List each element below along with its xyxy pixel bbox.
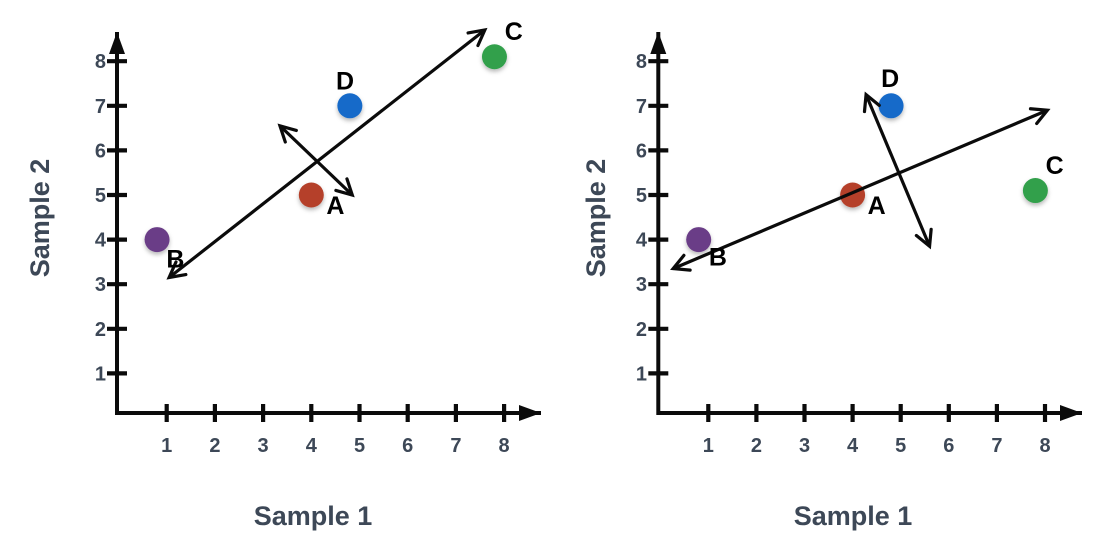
data-point-B [144,227,170,253]
data-point-B [686,227,712,253]
x-tick-label: 5 [895,435,906,457]
left-scatter-panel: 1 2 3 4 5 6 7 8 1 2 3 4 5 6 7 8 A B C D Sample 1 Sample 2 [25,18,541,531]
y-tick-label: 6 [636,140,647,162]
x-tick-label: 4 [306,435,318,457]
long-diagonal-arrow [166,27,488,280]
y-tick-label: 8 [95,51,106,73]
x-tick-label: 1 [703,435,714,457]
x-tick-label: 2 [751,435,762,457]
x-tick-label: 5 [354,435,365,457]
x-tick-label: 7 [450,435,461,457]
point-label-C: C [505,18,523,46]
short-perpendicular-arrow [277,123,355,198]
x-tick-label: 3 [258,435,269,457]
x-axis-title: Sample 1 [794,501,913,531]
data-point-C [1022,178,1048,204]
y-tick-label: 3 [636,274,647,296]
x-tick-label: 8 [1039,435,1050,457]
point-label-C: C [1046,152,1064,180]
x-tick-label: 3 [799,435,810,457]
point-label-A: A [868,192,886,220]
short-perpendicular-arrow [862,91,933,250]
x-tick-label: 6 [943,435,954,457]
y-tick-label: 8 [636,51,647,73]
y-tick-label: 6 [95,140,106,162]
x-axis-title: Sample 1 [254,501,373,531]
point-label-B: B [709,243,727,271]
y-tick-label: 7 [636,96,647,118]
x-tick-label: 4 [847,435,859,457]
x-tick-label: 2 [209,435,220,457]
y-tick-label: 5 [636,185,647,207]
data-point-C [481,44,507,70]
y-tick-label: 2 [636,319,647,341]
x-tick-label: 6 [402,435,413,457]
x-tick-label: 8 [499,435,510,457]
point-label-A: A [326,192,344,220]
y-tick-label: 4 [636,230,648,252]
long-diagonal-arrow [670,107,1051,272]
y-tick-label: 3 [95,274,106,296]
y-tick-label: 7 [95,96,106,118]
point-label-B: B [166,246,184,274]
point-label-D: D [336,67,354,95]
x-tick-label: 7 [991,435,1002,457]
data-point-A [298,182,324,208]
y-tick-label: 5 [95,185,106,207]
data-point-D [337,93,363,119]
y-axis-title: Sample 2 [25,159,55,278]
right-scatter-panel: 1 2 3 4 5 6 7 8 1 2 3 4 5 6 7 8 A B C D Sample 1 Sample 2 [581,32,1082,531]
point-label-D: D [881,65,899,93]
y-tick-label: 4 [95,230,107,252]
y-axis-title: Sample 2 [581,159,611,278]
y-tick-label: 1 [636,363,647,385]
data-point-D [878,93,904,119]
y-tick-label: 2 [95,319,106,341]
x-tick-label: 1 [161,435,172,457]
y-tick-label: 1 [95,363,106,385]
